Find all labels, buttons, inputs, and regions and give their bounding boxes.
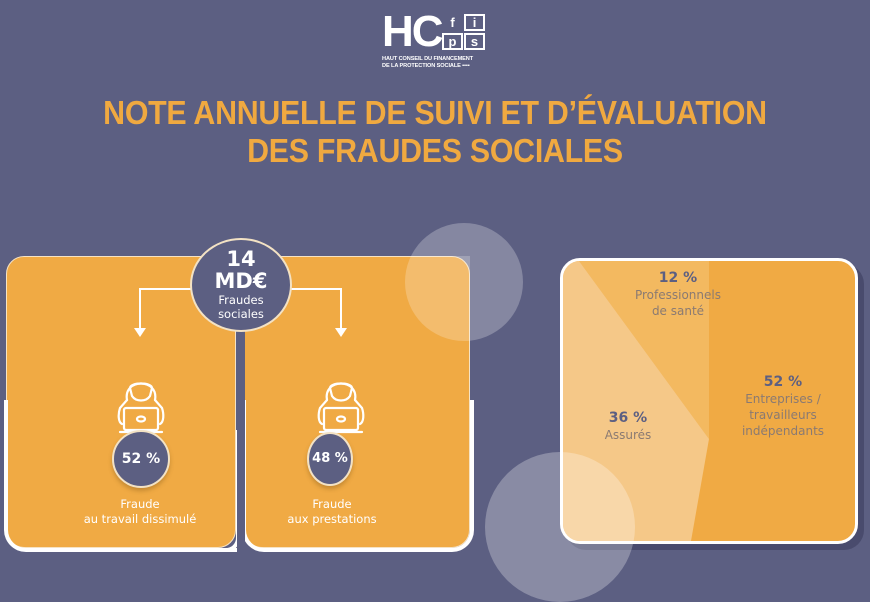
total-label-line2: sociales [218, 307, 264, 321]
pct-entreprises: 52 % [763, 374, 803, 390]
pct-professionnels-sante: 12 % [658, 270, 698, 286]
total-label-line1: Fraudes [218, 293, 264, 307]
total-value: 14 [226, 247, 256, 271]
logo-letter-grid: f i p s [442, 14, 490, 52]
label-line1: Fraude [120, 497, 160, 511]
name-line1: Entreprises / [745, 392, 821, 406]
total-unit: MD€ [214, 269, 268, 293]
label-line1: Fraude [312, 497, 352, 511]
name-line2: de santé [651, 304, 705, 318]
decorative-bubble [485, 452, 635, 602]
label-assures: 36 % Assurés [568, 409, 688, 443]
label-prestations: Fraude aux prestations [262, 497, 402, 527]
name-line2: travailleurs [749, 408, 817, 422]
percent-badge-travail-dissimule: 52 % [112, 430, 170, 488]
pct-assures: 36 % [608, 410, 648, 426]
label-professionnels-sante: 12 % Professionnels de santé [603, 269, 753, 319]
logo-mark: HC [382, 7, 444, 56]
page-title-line2: DES FRAUDES SOCIALES [247, 132, 623, 169]
logo-cell-i: i [464, 14, 485, 31]
logo-subtitle-line1: HAUT CONSEIL DU FINANCEMENT [382, 56, 474, 62]
segment-assures [563, 261, 709, 541]
arrow-down-icon [335, 328, 347, 337]
logo-cell-p: p [442, 33, 463, 50]
percent-badge-prestations: 48 % [307, 432, 353, 486]
divider-stem [237, 330, 245, 558]
label-line2: aux prestations [287, 512, 377, 526]
breakdown-pie-segments [563, 261, 709, 541]
logo-subtitle: HAUT CONSEIL DU FINANCEMENT DE LA PROTEC… [382, 56, 494, 70]
name-line1: Assurés [604, 428, 652, 442]
label-entreprises: 52 % Entreprises / travailleurs indépend… [713, 373, 853, 439]
arrow-left-horizontal [140, 288, 192, 290]
total-fraud-badge: 14 MD€ Fraudes sociales [190, 238, 292, 332]
page-title-line1: NOTE ANNUELLE DE SUIVI ET D’ÉVALUATION [103, 94, 767, 131]
logo-cell-f: f [450, 15, 455, 30]
name-line1: Professionnels [634, 288, 721, 302]
arrow-right-vertical [340, 288, 342, 332]
breakdown-chart-card: 12 % Professionnels de santé 36 % Assuré… [560, 258, 858, 544]
logo-subtitle-line2: DE LA PROTECTION SOCIALE ▪▪▪▪ [382, 63, 470, 69]
arrow-down-icon [134, 328, 146, 337]
hcfips-logo: HC f i p s HAUT CONSEIL DU FINANCEMENT D… [380, 10, 492, 72]
name-line3: indépendants [741, 424, 825, 438]
arrow-left-vertical [139, 288, 141, 332]
hacker-laptop-icon [117, 382, 165, 434]
arrow-right-horizontal [290, 288, 342, 290]
logo-cell-s: s [464, 33, 485, 50]
hacker-laptop-icon [317, 382, 365, 434]
label-line2: au travail dissimulé [83, 512, 197, 526]
card-left-frame [4, 400, 240, 552]
page-title: NOTE ANNUELLE DE SUIVI ET D’ÉVALUATION D… [35, 94, 835, 170]
label-travail-dissimule: Fraude au travail dissimulé [60, 497, 220, 527]
